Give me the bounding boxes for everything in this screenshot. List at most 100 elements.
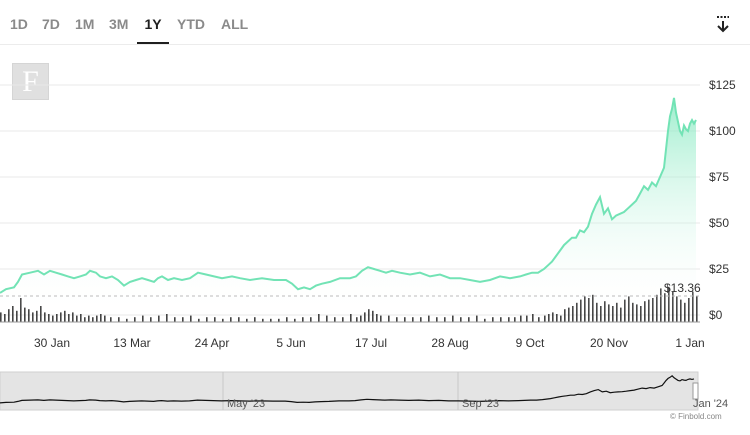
volume-bar: [326, 315, 328, 322]
navigator-line: [0, 375, 695, 404]
x-tick-label: 24 Apr: [195, 336, 230, 350]
volume-bar: [80, 314, 82, 322]
price-area: [0, 97, 696, 316]
volume-bar: [372, 310, 374, 322]
volume-bar: [270, 318, 272, 322]
volume-bar: [660, 288, 662, 322]
volume-bar: [36, 310, 38, 322]
volume-bar: [500, 317, 502, 322]
volume-bar: [24, 307, 26, 322]
volume-bar: [624, 299, 626, 322]
volume-bar: [254, 317, 256, 322]
volume-bar: [100, 314, 102, 322]
range-tab-1d[interactable]: 1D: [10, 16, 28, 32]
volume-bar: [556, 314, 558, 322]
volume-bar: [596, 302, 598, 322]
volume-bar: [174, 317, 176, 322]
x-tick-label: 9 Oct: [516, 336, 545, 350]
volume-bar: [576, 302, 578, 322]
volume-bar: [616, 302, 618, 322]
volume-bar: [684, 302, 686, 322]
volume-bar: [452, 315, 454, 322]
y-tick-label: $125: [709, 78, 736, 92]
x-tick-label: 28 Aug: [431, 336, 468, 350]
volume-bar: [182, 317, 184, 322]
volume-bar: [190, 315, 192, 322]
volume-bar: [294, 318, 296, 322]
volume-bar: [360, 315, 362, 322]
y-tick-label: $0: [709, 308, 723, 322]
volume-bar: [604, 301, 606, 322]
volume-bar: [60, 312, 62, 322]
volume-bar: [198, 318, 200, 322]
navigator-handle[interactable]: [692, 382, 699, 400]
volume-bar: [664, 293, 666, 322]
volume-bar: [4, 314, 6, 322]
volume-bar: [544, 315, 546, 322]
volume-bar: [238, 317, 240, 322]
volume-bar: [8, 309, 10, 322]
volume-bar: [104, 315, 106, 322]
volume-bar: [508, 317, 510, 322]
volume-bar: [64, 310, 66, 322]
volume-bar: [350, 314, 352, 322]
volume-bar: [552, 312, 554, 322]
range-tab-3m[interactable]: 3M: [109, 16, 129, 32]
volume-bar: [668, 286, 670, 322]
volume-bar: [680, 299, 682, 322]
volume-bar: [44, 312, 46, 322]
volume-bar: [484, 318, 486, 322]
volume-bar: [492, 317, 494, 322]
volume-bar: [560, 315, 562, 322]
volume-bar: [656, 294, 658, 322]
volume-bar: [476, 315, 478, 322]
x-tick-label: 30 Jan: [34, 336, 70, 350]
volume-bar: [420, 317, 422, 322]
range-tab-ytd[interactable]: YTD: [177, 16, 205, 32]
volume-bar: [548, 314, 550, 322]
volume-bar: [672, 291, 674, 322]
navigator-label: Sep '23: [462, 398, 499, 410]
volume-bar: [532, 314, 534, 322]
range-tab-all[interactable]: ALL: [221, 16, 249, 32]
volume-bar: [16, 310, 18, 322]
volume-bar: [388, 315, 390, 322]
volume-bar: [230, 317, 232, 322]
download-icon[interactable]: [714, 14, 732, 36]
volume-bar: [396, 317, 398, 322]
volume-bar: [696, 296, 698, 322]
volume-bar: [278, 318, 280, 322]
range-tab-7d[interactable]: 7D: [42, 16, 60, 32]
volume-bar: [584, 296, 586, 322]
navigator-label: Jan '24: [693, 398, 728, 410]
volume-bar: [206, 317, 208, 322]
x-tick-label: 1 Jan: [675, 336, 704, 350]
volume-bar: [520, 315, 522, 322]
volume-bar: [166, 314, 168, 322]
volume-bar: [688, 298, 690, 322]
volume-bar: [222, 318, 224, 322]
volume-bar: [52, 315, 54, 322]
volume-bar: [538, 317, 540, 322]
volume-bar: [134, 317, 136, 322]
volume-bar: [342, 317, 344, 322]
y-tick-label: $75: [709, 170, 729, 184]
volume-bar: [356, 317, 358, 322]
volume-bar: [110, 317, 112, 322]
navigator[interactable]: May '23 Sep '23 Jan '24: [0, 371, 728, 411]
volume-bar: [118, 317, 120, 322]
volume-bar: [460, 317, 462, 322]
volume-bar: [404, 317, 406, 322]
volume-bar: [20, 298, 22, 322]
volume-bar: [608, 304, 610, 322]
volume-bar: [96, 315, 98, 322]
price-line: [0, 97, 697, 294]
volume-bar: [692, 291, 694, 322]
range-tab-1y[interactable]: 1Y: [137, 16, 169, 44]
navigator-window[interactable]: [0, 371, 699, 411]
volume-bar: [92, 317, 94, 322]
volume-bar: [334, 317, 336, 322]
range-tab-1m[interactable]: 1M: [75, 16, 95, 32]
volume-bar: [632, 302, 634, 322]
